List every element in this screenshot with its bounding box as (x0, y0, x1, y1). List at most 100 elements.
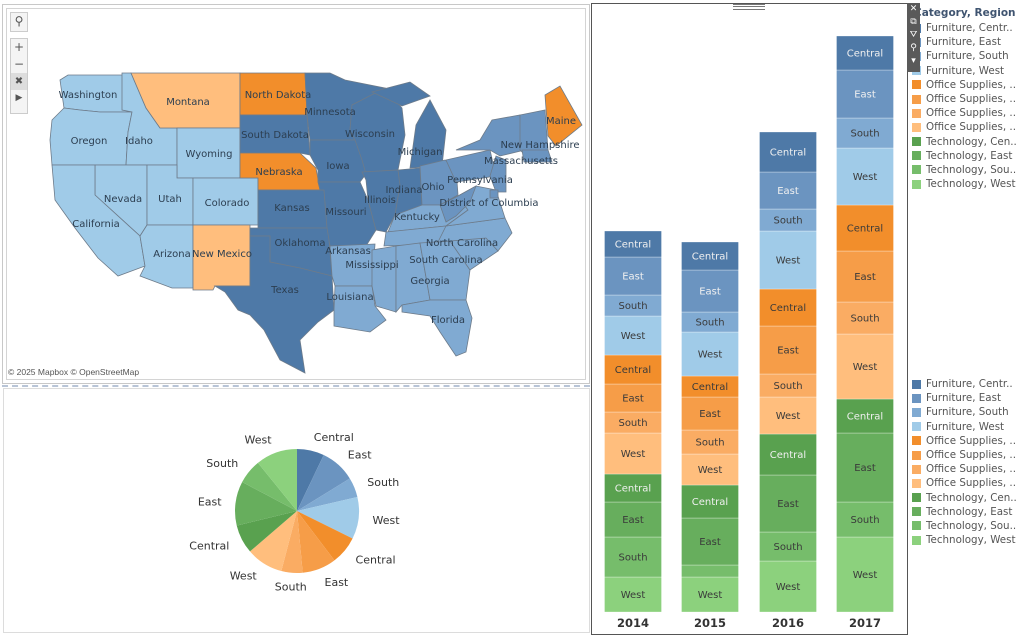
state-west-virginia[interactable] (439, 185, 477, 223)
zoom-in-button[interactable]: + (13, 40, 25, 54)
state-north-carolina[interactable] (437, 217, 513, 252)
pie-slice[interactable] (297, 511, 353, 561)
state-new-jersey[interactable] (489, 155, 507, 193)
legend-item[interactable]: Furniture, West (912, 64, 1017, 78)
map-attribution[interactable]: © 2025 Mapbox © OpenStreetMap (8, 367, 140, 377)
legend-item[interactable]: Furniture, East (912, 391, 1017, 405)
state-massachusetts[interactable] (521, 149, 553, 163)
legend-item[interactable]: Office Supplies, .. (912, 462, 1017, 476)
legend-item[interactable]: Technology, West (912, 177, 1017, 191)
bar-segment[interactable] (836, 250, 894, 303)
state-michigan[interactable] (370, 81, 431, 107)
bar-segment[interactable] (759, 396, 817, 435)
bar-segment[interactable] (836, 69, 894, 119)
pie-slice[interactable] (297, 478, 358, 511)
legend-item[interactable]: Office Supplies, .. (912, 476, 1017, 490)
pie-chart[interactable]: Central East South West Central East South West… (0, 386, 590, 636)
bar-segment[interactable] (759, 560, 817, 613)
bar-segment[interactable] (604, 432, 662, 475)
bar-segment[interactable] (759, 474, 817, 533)
bar-segment[interactable] (604, 383, 662, 413)
bar-segment[interactable] (681, 241, 739, 271)
bar-segment[interactable] (681, 564, 739, 578)
bar-segment[interactable] (836, 147, 894, 206)
legend-item[interactable]: Office Supplies, .. (912, 106, 1017, 120)
state-mississippi[interactable] (371, 245, 397, 313)
state-maine[interactable] (544, 85, 583, 147)
bar-segment[interactable] (604, 256, 662, 296)
legend-item[interactable]: Furniture, Centr.. (912, 21, 1017, 35)
more-options-icon[interactable]: ▾ (911, 56, 916, 66)
legend-item[interactable]: Furniture, Centr.. (912, 377, 1017, 391)
pie-slice[interactable] (236, 511, 297, 552)
legend-item[interactable]: Technology, Sou.. (912, 163, 1017, 177)
pin-clear-icon[interactable]: ✖ (11, 73, 27, 90)
filter-icon[interactable]: ⛛ (909, 30, 918, 40)
bar-segment[interactable] (604, 354, 662, 385)
pie-slice[interactable] (297, 496, 359, 539)
legend-item[interactable]: Office Supplies, .. (912, 434, 1017, 448)
bar-segment[interactable] (759, 171, 817, 210)
legend-item[interactable]: Office Supplies, .. (912, 120, 1017, 134)
pie-slice[interactable] (257, 449, 297, 511)
state-florida[interactable] (401, 299, 473, 357)
pie-slice[interactable] (281, 511, 303, 573)
bar-segment[interactable] (759, 131, 817, 173)
legend-item[interactable]: Furniture, South (912, 405, 1017, 419)
state-california[interactable] (51, 164, 146, 277)
legend-item[interactable]: Technology, East (912, 149, 1017, 163)
bar-segment[interactable] (604, 315, 662, 356)
stacked-bar-chart[interactable]: West South East Central West South East Central… (591, 0, 907, 637)
bar-segment[interactable] (759, 433, 817, 476)
bar-segment[interactable] (759, 325, 817, 375)
state-south-dakota[interactable] (239, 114, 311, 156)
pie-slice[interactable] (234, 482, 297, 526)
close-icon[interactable]: ✕ (909, 4, 918, 14)
pin-icon[interactable]: ⚲ (910, 43, 917, 53)
bar-segment[interactable] (836, 432, 894, 503)
bar-segment[interactable] (836, 501, 894, 538)
zoom-out-button[interactable]: − (13, 57, 25, 71)
state-texas[interactable] (213, 235, 335, 374)
bar-segment[interactable] (836, 398, 894, 434)
pie-slice[interactable] (297, 511, 335, 573)
bar-segment[interactable] (836, 333, 894, 400)
legend-item[interactable]: Furniture, East (912, 35, 1017, 49)
legend-item[interactable]: Technology, Cen.. (912, 491, 1017, 505)
legend-item[interactable]: Office Supplies, .. (912, 78, 1017, 92)
bar-segment[interactable] (681, 517, 739, 566)
bar-segment[interactable] (836, 117, 894, 149)
bar-segment[interactable] (836, 35, 894, 71)
pie-slice[interactable] (297, 449, 324, 511)
bar-segment[interactable] (836, 204, 894, 252)
bar-segment[interactable] (681, 576, 739, 613)
bar-segment[interactable] (681, 484, 739, 519)
pie-slice[interactable] (297, 455, 350, 511)
legend-item[interactable]: Furniture, West (912, 420, 1017, 434)
expand-arrow-icon[interactable]: ▶ (15, 93, 23, 103)
search-icon[interactable]: ⚲ (14, 14, 24, 28)
bar-segment[interactable] (759, 531, 817, 562)
legend-item[interactable]: Technology, East (912, 505, 1017, 519)
bar-segment[interactable] (681, 331, 739, 377)
legend-item[interactable]: Furniture, South (912, 49, 1017, 63)
bar-segment[interactable] (759, 230, 817, 290)
us-state-map[interactable]: Washington Oregon Idaho Montana Wyoming Nevad… (0, 0, 590, 384)
bar-segment[interactable] (681, 453, 739, 486)
popout-icon[interactable]: ⧉ (910, 17, 917, 27)
bar-segment[interactable] (836, 301, 894, 335)
bar-segment[interactable] (604, 230, 662, 258)
legend-item[interactable]: Technology, Cen.. (912, 135, 1017, 149)
legend-item[interactable]: Office Supplies, .. (912, 448, 1017, 462)
panel-divider (2, 385, 590, 387)
bar-segment[interactable] (681, 396, 739, 431)
legend-item[interactable]: Technology, West (912, 533, 1017, 547)
state-district-of-columbia[interactable] (489, 189, 499, 199)
bar-segment[interactable] (604, 536, 662, 578)
pie-slice[interactable] (249, 511, 297, 571)
legend-item[interactable]: Technology, Sou.. (912, 519, 1017, 533)
legend-item[interactable]: Office Supplies, .. (912, 92, 1017, 106)
drag-handle[interactable] (733, 4, 765, 10)
bar-segment[interactable] (759, 288, 817, 327)
pie-slice[interactable] (242, 462, 297, 511)
